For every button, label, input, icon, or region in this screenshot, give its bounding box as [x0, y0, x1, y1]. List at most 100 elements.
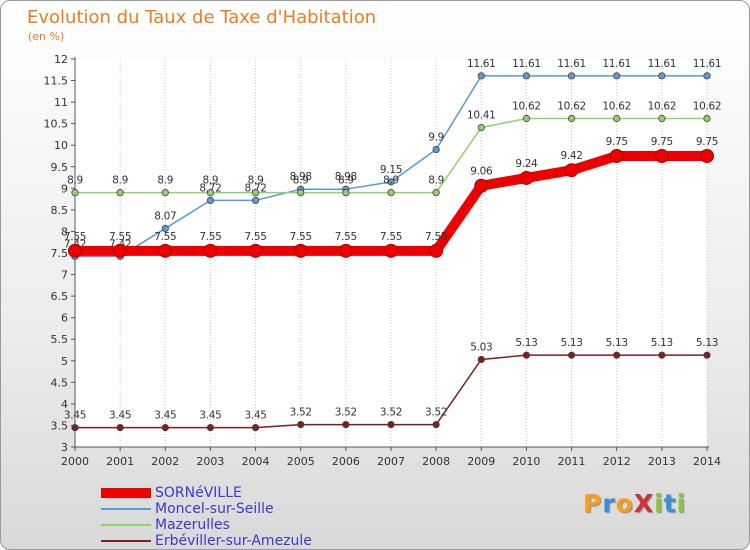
- data-point-moncel-sur-seille: [522, 72, 531, 80]
- logo-letter: i: [654, 489, 664, 518]
- y-tick-label: 4: [61, 398, 68, 411]
- data-label-erbeviller-sur-amezule: 3.45: [244, 410, 266, 422]
- chart-title: Evolution du Taux de Taxe d'Habitation: [27, 7, 377, 28]
- logo-letter: i: [676, 489, 687, 518]
- data-label-erbeviller-sur-amezule: 3.52: [290, 407, 312, 419]
- data-point-moncel-sur-seille: [567, 72, 576, 80]
- x-tick-label: 2003: [196, 455, 224, 468]
- data-point-erbeviller-sur-amezule: [206, 423, 215, 432]
- x-tick-label: 2001: [106, 455, 134, 468]
- data-label-sorneville: 7.55: [380, 231, 402, 243]
- data-point-sorneville: [700, 149, 714, 163]
- data-label-sorneville: 7.55: [244, 231, 266, 243]
- y-tick-label: 12: [54, 53, 68, 66]
- data-point-mazerulles: [522, 114, 531, 123]
- logo-letter: t: [663, 489, 677, 518]
- data-point-sorneville: [293, 243, 308, 258]
- data-point-sorneville: [113, 243, 128, 258]
- x-tick-label: 2002: [151, 455, 179, 468]
- x-tick-label: 2013: [648, 455, 676, 468]
- data-label-erbeviller-sur-amezule: 3.45: [109, 410, 131, 422]
- data-point-mazerulles: [251, 189, 260, 197]
- data-label-erbeviller-sur-amezule: 5.13: [515, 337, 537, 349]
- y-tick-label: 8: [61, 225, 68, 238]
- data-point-moncel-sur-seille: [703, 72, 711, 80]
- data-point-moncel-sur-seille: [432, 145, 440, 154]
- data-point-erbeviller-sur-amezule: [658, 351, 666, 359]
- legend-item: Erbéviller-sur-Amezule: [101, 533, 312, 549]
- y-tick-label: 11: [54, 96, 68, 109]
- data-label-mazerulles: 10.62: [648, 100, 677, 112]
- y-tick-label: 6: [61, 312, 68, 325]
- data-label-mazerulles: 8.9: [157, 175, 173, 187]
- data-point-sorneville: [564, 163, 579, 178]
- x-tick-label: 2008: [422, 455, 450, 468]
- data-label-sorneville: 7.55: [199, 231, 221, 243]
- data-label-moncel-sur-seille: 11.61: [602, 58, 631, 70]
- data-label-erbeviller-sur-amezule: 3.52: [335, 407, 357, 419]
- data-label-sorneville: 9.75: [606, 136, 628, 148]
- data-label-mazerulles: 8.9: [383, 175, 399, 187]
- data-label-mazerulles: 10.41: [467, 110, 496, 122]
- data-label-moncel-sur-seille: 8.07: [154, 210, 176, 222]
- data-point-mazerulles: [387, 189, 395, 197]
- x-tick-label: 2000: [61, 455, 89, 468]
- data-label-moncel-sur-seille: 8.72: [244, 182, 266, 194]
- data-point-sorneville: [203, 243, 218, 258]
- data-point-sorneville: [384, 243, 398, 258]
- legend-label: SORNéVILLE: [155, 485, 242, 501]
- legend-item: Moncel-sur-Seille: [101, 501, 312, 517]
- data-label-mazerulles: 10.62: [557, 100, 586, 112]
- y-tick-label: 6.5: [51, 290, 69, 303]
- data-point-moncel-sur-seille: [161, 224, 169, 233]
- data-point-moncel-sur-seille: [613, 72, 621, 80]
- data-point-erbeviller-sur-amezule: [522, 351, 531, 359]
- data-point-mazerulles: [477, 123, 485, 132]
- legend-swatch: [101, 540, 151, 542]
- y-tick-label: 3: [61, 441, 68, 454]
- data-label-mazerulles: 10.62: [693, 100, 722, 112]
- data-point-mazerulles: [613, 114, 621, 123]
- data-point-mazerulles: [432, 189, 440, 197]
- data-label-erbeviller-sur-amezule: 3.52: [380, 407, 402, 419]
- data-point-sorneville: [248, 243, 263, 258]
- data-label-mazerulles: 8.9: [428, 175, 444, 187]
- data-label-sorneville: 7.55: [335, 231, 357, 243]
- data-point-erbeviller-sur-amezule: [567, 351, 576, 359]
- data-point-mazerulles: [161, 189, 169, 197]
- data-label-mazerulles: 8.9: [112, 175, 128, 187]
- y-tick-label: 5.5: [51, 333, 69, 346]
- x-tick-label: 2009: [467, 455, 495, 468]
- data-label-erbeviller-sur-amezule: 3.52: [425, 407, 447, 419]
- data-point-sorneville: [474, 178, 489, 193]
- data-point-erbeviller-sur-amezule: [116, 423, 124, 432]
- data-point-sorneville: [609, 149, 624, 163]
- data-label-mazerulles: 8.9: [338, 175, 354, 187]
- x-tick-label: 2010: [512, 455, 540, 468]
- y-tick-label: 3.5: [51, 419, 69, 432]
- data-point-mazerulles: [206, 189, 215, 197]
- data-point-erbeviller-sur-amezule: [703, 351, 711, 359]
- data-point-erbeviller-sur-amezule: [161, 423, 169, 432]
- data-label-mazerulles: 8.9: [67, 175, 83, 187]
- y-tick-label: 10: [54, 139, 68, 152]
- x-tick-label: 2006: [332, 455, 360, 468]
- data-label-sorneville: 7.55: [290, 231, 312, 243]
- logo-letter: r: [602, 489, 616, 518]
- data-point-erbeviller-sur-amezule: [613, 351, 621, 359]
- data-label-moncel-sur-seille: 8.72: [199, 182, 221, 194]
- x-tick-label: 2004: [242, 455, 270, 468]
- data-label-sorneville: 9.75: [696, 136, 718, 148]
- y-tick-label: 4.5: [51, 376, 69, 389]
- unit-label: (en %): [28, 30, 65, 43]
- y-tick-label: 8.5: [51, 204, 69, 217]
- data-point-moncel-sur-seille: [206, 196, 215, 205]
- data-label-moncel-sur-seille: 9.9: [428, 132, 444, 144]
- legend-label: Moncel-sur-Seille: [155, 501, 274, 517]
- data-label-erbeviller-sur-amezule: 5.13: [560, 337, 582, 349]
- data-label-moncel-sur-seille: 8.98: [335, 171, 357, 183]
- x-tick-label: 2011: [558, 455, 586, 468]
- data-point-sorneville: [338, 243, 353, 258]
- logo-letter: P: [583, 489, 603, 518]
